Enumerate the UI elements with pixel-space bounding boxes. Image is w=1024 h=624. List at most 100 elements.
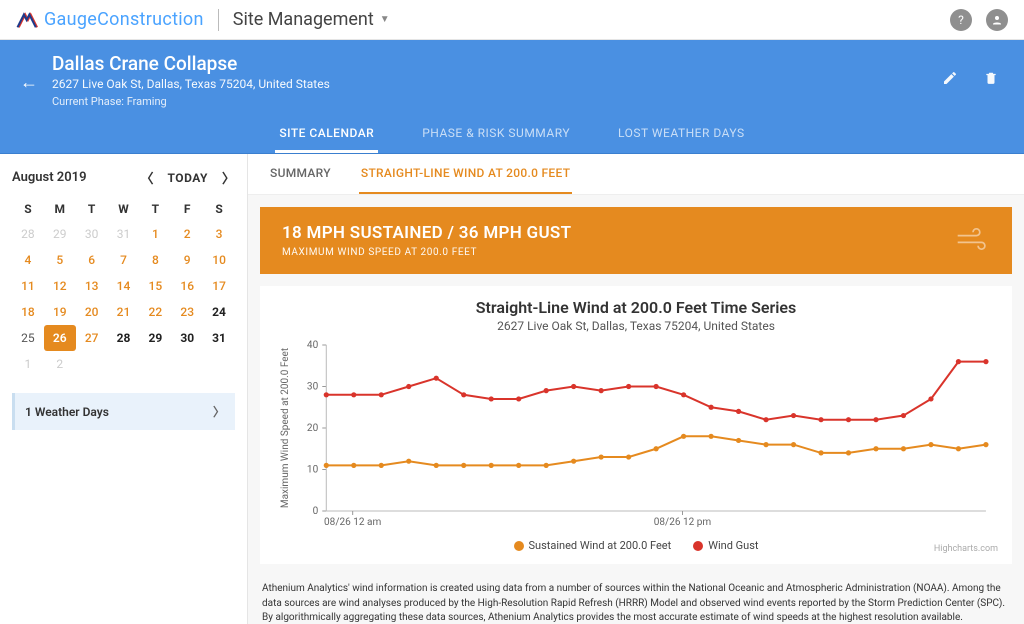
- chart-subtitle: 2627 Live Oak St, Dallas, Texas 75204, U…: [274, 319, 998, 333]
- calendar-day[interactable]: 27: [76, 325, 108, 351]
- calendar-day[interactable]: 31: [203, 325, 235, 351]
- topbar-divider: [218, 9, 219, 31]
- calendar-day[interactable]: 4: [12, 247, 44, 273]
- calendar-dow: F: [171, 197, 203, 221]
- calendar-prev-icon[interactable]: 〈: [141, 168, 154, 187]
- svg-text:30: 30: [307, 382, 319, 393]
- back-arrow-icon[interactable]: ←: [20, 72, 38, 93]
- calendar-next-icon[interactable]: 〉: [222, 168, 235, 187]
- main-panel: SUMMARYSTRAIGHT-LINE WIND AT 200.0 FEET …: [248, 154, 1024, 624]
- banner-headline: 18 MPH SUSTAINED / 36 MPH GUST: [282, 223, 571, 243]
- calendar-month-label: August 2019: [12, 170, 87, 185]
- site-phase: Current Phase: Framing: [52, 95, 942, 108]
- legend-item[interactable]: Wind Gust: [693, 539, 758, 552]
- chevron-right-icon: 〉: [213, 403, 225, 420]
- logo-icon: [16, 9, 38, 31]
- edit-icon[interactable]: [942, 70, 958, 90]
- calendar-dow: S: [12, 197, 44, 221]
- calendar-day[interactable]: 10: [203, 247, 235, 273]
- calendar-day[interactable]: 7: [108, 247, 140, 273]
- calendar-day[interactable]: 20: [76, 299, 108, 325]
- calendar-day[interactable]: 26: [44, 325, 76, 351]
- legend-item[interactable]: Sustained Wind at 200.0 Feet: [514, 539, 672, 552]
- calendar-day[interactable]: 17: [203, 273, 235, 299]
- calendar-day[interactable]: 21: [108, 299, 140, 325]
- calendar-day[interactable]: 31: [108, 221, 140, 247]
- calendar-day[interactable]: 1: [139, 221, 171, 247]
- description-text: Athenium Analytics' wind information is …: [248, 576, 1024, 624]
- account-icon[interactable]: [986, 9, 1008, 31]
- calendar-day[interactable]: 13: [76, 273, 108, 299]
- calendar-day[interactable]: 3: [203, 221, 235, 247]
- calendar-dow: M: [44, 197, 76, 221]
- brand-logo[interactable]: GaugeConstruction: [16, 9, 204, 31]
- calendar-dow: T: [139, 197, 171, 221]
- svg-text:08/26 12 am: 08/26 12 am: [324, 517, 381, 528]
- legend-label: Wind Gust: [708, 539, 758, 552]
- site-actions: [942, 70, 998, 90]
- delete-icon[interactable]: [984, 70, 998, 90]
- calendar-day[interactable]: 29: [139, 325, 171, 351]
- calendar-day[interactable]: 23: [171, 299, 203, 325]
- calendar-dow: W: [108, 197, 140, 221]
- calendar-day[interactable]: 2: [171, 221, 203, 247]
- legend-label: Sustained Wind at 200.0 Feet: [529, 539, 672, 552]
- banner-subtext: MAXIMUM WIND SPEED AT 200.0 FEET: [282, 247, 571, 258]
- calendar-dow: T: [76, 197, 108, 221]
- legend-swatch: [514, 541, 524, 551]
- site-title: Dallas Crane Collapse: [52, 52, 942, 75]
- legend-swatch: [693, 541, 703, 551]
- weather-days-label: 1 Weather Days: [25, 405, 109, 419]
- calendar-day[interactable]: 12: [44, 273, 76, 299]
- calendar-day[interactable]: 30: [171, 325, 203, 351]
- topbar: GaugeConstruction Site Management ▼ ?: [0, 0, 1024, 40]
- calendar-dow: S: [203, 197, 235, 221]
- chart-title: Straight-Line Wind at 200.0 Feet Time Se…: [274, 298, 998, 317]
- brand-text: GaugeConstruction: [44, 9, 204, 30]
- svg-text:08/26 12 pm: 08/26 12 pm: [654, 517, 712, 528]
- site-tab[interactable]: SITE CALENDAR: [275, 116, 378, 153]
- calendar-day[interactable]: 5: [44, 247, 76, 273]
- calendar-day[interactable]: 19: [44, 299, 76, 325]
- chevron-down-icon: ▼: [380, 14, 390, 25]
- calendar-day[interactable]: 2: [44, 351, 76, 377]
- calendar-day[interactable]: 1: [12, 351, 44, 377]
- calendar-day[interactable]: 14: [108, 273, 140, 299]
- calendar-day[interactable]: 29: [44, 221, 76, 247]
- svg-text:Maximum Wind Speed at 200.0 Fe: Maximum Wind Speed at 200.0 Feet: [280, 348, 291, 508]
- calendar-day[interactable]: 8: [139, 247, 171, 273]
- detail-tab[interactable]: SUMMARY: [268, 154, 333, 194]
- calendar-day[interactable]: 25: [12, 325, 44, 351]
- wind-chart: 010203040Maximum Wind Speed at 200.0 Fee…: [274, 337, 998, 537]
- site-tab[interactable]: LOST WEATHER DAYS: [614, 116, 749, 153]
- calendar-day[interactable]: 9: [171, 247, 203, 273]
- detail-tab[interactable]: STRAIGHT-LINE WIND AT 200.0 FEET: [359, 154, 572, 194]
- calendar-day[interactable]: 28: [12, 221, 44, 247]
- weather-days-row[interactable]: 1 Weather Days 〉: [12, 393, 235, 430]
- svg-text:40: 40: [307, 340, 319, 351]
- calendar-header: August 2019 〈 TODAY 〉: [12, 162, 235, 197]
- calendar-day[interactable]: 18: [12, 299, 44, 325]
- topbar-right: ?: [950, 9, 1008, 31]
- calendar-grid: SMTWTFS282930311234567891011121314151617…: [12, 197, 235, 377]
- calendar-day[interactable]: 22: [139, 299, 171, 325]
- calendar-sidebar: August 2019 〈 TODAY 〉 SMTWTFS28293031123…: [0, 154, 248, 624]
- calendar-day[interactable]: 15: [139, 273, 171, 299]
- calendar-day[interactable]: 28: [108, 325, 140, 351]
- svg-text:20: 20: [307, 423, 319, 434]
- calendar-day[interactable]: 30: [76, 221, 108, 247]
- section-dropdown[interactable]: Site Management ▼: [233, 9, 390, 30]
- wind-icon: [956, 227, 990, 255]
- calendar-day[interactable]: 11: [12, 273, 44, 299]
- calendar-day[interactable]: 6: [76, 247, 108, 273]
- calendar-day[interactable]: 24: [203, 299, 235, 325]
- calendar-today-button[interactable]: TODAY: [168, 171, 208, 185]
- help-icon[interactable]: ?: [950, 9, 972, 31]
- calendar-day[interactable]: 16: [171, 273, 203, 299]
- site-info: Dallas Crane Collapse 2627 Live Oak St, …: [52, 52, 942, 108]
- site-tab[interactable]: PHASE & RISK SUMMARY: [418, 116, 574, 153]
- site-tabs: SITE CALENDAR PHASE & RISK SUMMARY LOST WE…: [20, 116, 1004, 153]
- site-header: ← Dallas Crane Collapse 2627 Live Oak St…: [0, 40, 1024, 154]
- chart-card: Straight-Line Wind at 200.0 Feet Time Se…: [260, 286, 1012, 564]
- svg-text:0: 0: [313, 506, 319, 517]
